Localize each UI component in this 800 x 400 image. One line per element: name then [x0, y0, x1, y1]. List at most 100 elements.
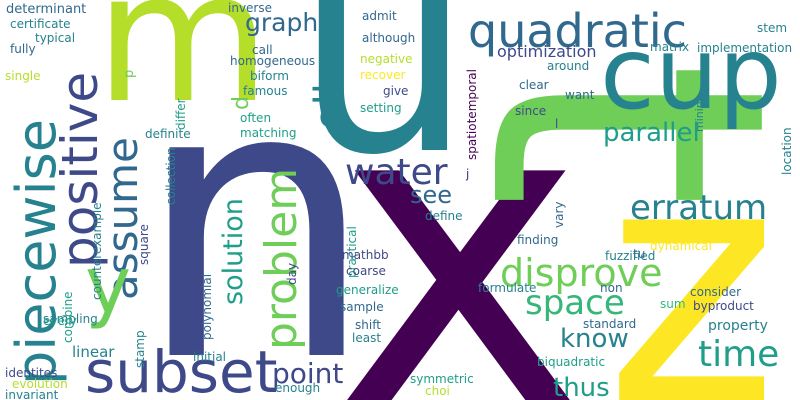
word: non	[600, 281, 623, 295]
word: since	[515, 104, 546, 118]
word: cup	[600, 15, 782, 132]
word: know	[560, 324, 629, 354]
word: finding	[517, 233, 558, 247]
word: graph	[245, 8, 318, 37]
word: vary	[552, 202, 566, 229]
word: define	[425, 209, 463, 223]
word: practical	[345, 226, 359, 278]
word: d	[229, 96, 254, 110]
word: consider	[690, 285, 741, 299]
word: clear	[519, 78, 549, 92]
word: counterexample	[90, 202, 104, 300]
word: identites	[5, 366, 57, 380]
word: sum	[660, 297, 686, 311]
word: y	[85, 241, 131, 331]
word: enough	[275, 381, 320, 395]
word: tu	[633, 247, 645, 261]
word: water	[345, 152, 448, 193]
word: see	[410, 181, 452, 209]
word: call	[252, 43, 273, 57]
word: ell	[307, 83, 353, 130]
word: generalize	[336, 283, 399, 297]
word: byproduct	[693, 299, 754, 313]
word: every	[43, 314, 77, 328]
word: choi	[425, 384, 450, 398]
word: differ	[174, 98, 188, 130]
word: problem	[256, 168, 307, 350]
word: definite	[145, 127, 191, 141]
word: least	[352, 331, 381, 345]
word: disprove	[500, 251, 663, 295]
word: shift	[355, 318, 381, 332]
word: biquadratic	[537, 355, 605, 369]
word: j	[465, 167, 469, 181]
word: square	[137, 224, 151, 265]
word: l	[555, 117, 558, 131]
word: subset	[85, 338, 277, 400]
word: dynamical	[650, 239, 712, 253]
word: often	[240, 111, 271, 125]
word: formulate	[478, 281, 536, 295]
word: evolution	[12, 377, 68, 391]
word: combine	[61, 291, 75, 343]
word: time	[698, 334, 779, 375]
word: setting	[360, 101, 402, 115]
word: determinant	[6, 2, 86, 17]
word: mathbb	[342, 248, 389, 262]
word: stem	[757, 21, 787, 35]
word: polynomial	[200, 274, 214, 340]
word: mining	[693, 94, 706, 132]
word: want	[565, 88, 595, 102]
word: recover	[360, 68, 405, 82]
word: initial	[193, 350, 226, 364]
word: u	[295, 0, 472, 217]
word: famous	[243, 84, 287, 98]
word: sample	[340, 300, 384, 314]
word: matrix	[650, 40, 689, 54]
word: erratum	[630, 188, 767, 228]
word: implementation	[697, 41, 792, 55]
word: piecewise	[5, 119, 68, 385]
word: typical	[35, 31, 75, 45]
word: t	[405, 60, 800, 209]
word: fully	[10, 42, 36, 56]
word: certificate	[10, 17, 71, 31]
word: spatiotemporal	[465, 69, 479, 160]
word: solution	[218, 198, 249, 305]
word: thus	[553, 373, 610, 400]
word: space	[525, 283, 625, 323]
word: assume	[98, 137, 147, 300]
word: homogeneous	[230, 54, 315, 68]
word: z	[605, 94, 778, 400]
word: biform	[250, 69, 289, 83]
word: collection	[164, 147, 178, 205]
word: invariant	[5, 388, 59, 400]
word: sampling	[43, 312, 98, 326]
word: point	[272, 357, 343, 390]
word: day	[285, 263, 299, 285]
word: although	[362, 31, 415, 45]
word: positive	[51, 72, 109, 268]
word: parallel	[603, 118, 700, 148]
word: around	[547, 59, 589, 73]
word: optimization	[497, 42, 597, 61]
word: location	[780, 127, 794, 175]
word: give	[383, 84, 408, 98]
word: n	[135, 2, 376, 400]
word: quadratic	[468, 4, 687, 58]
word: property	[708, 318, 768, 334]
word: inverse	[228, 1, 272, 15]
word: matching	[240, 126, 297, 140]
word: symmetric	[410, 372, 474, 386]
word: p	[122, 70, 137, 78]
word: standard	[583, 317, 636, 331]
word: fuzzified	[605, 249, 655, 263]
word: linear	[72, 343, 115, 361]
word: stamp	[133, 330, 147, 368]
word: m	[95, 0, 270, 143]
word: x	[335, 11, 584, 400]
word: negative	[360, 52, 412, 66]
